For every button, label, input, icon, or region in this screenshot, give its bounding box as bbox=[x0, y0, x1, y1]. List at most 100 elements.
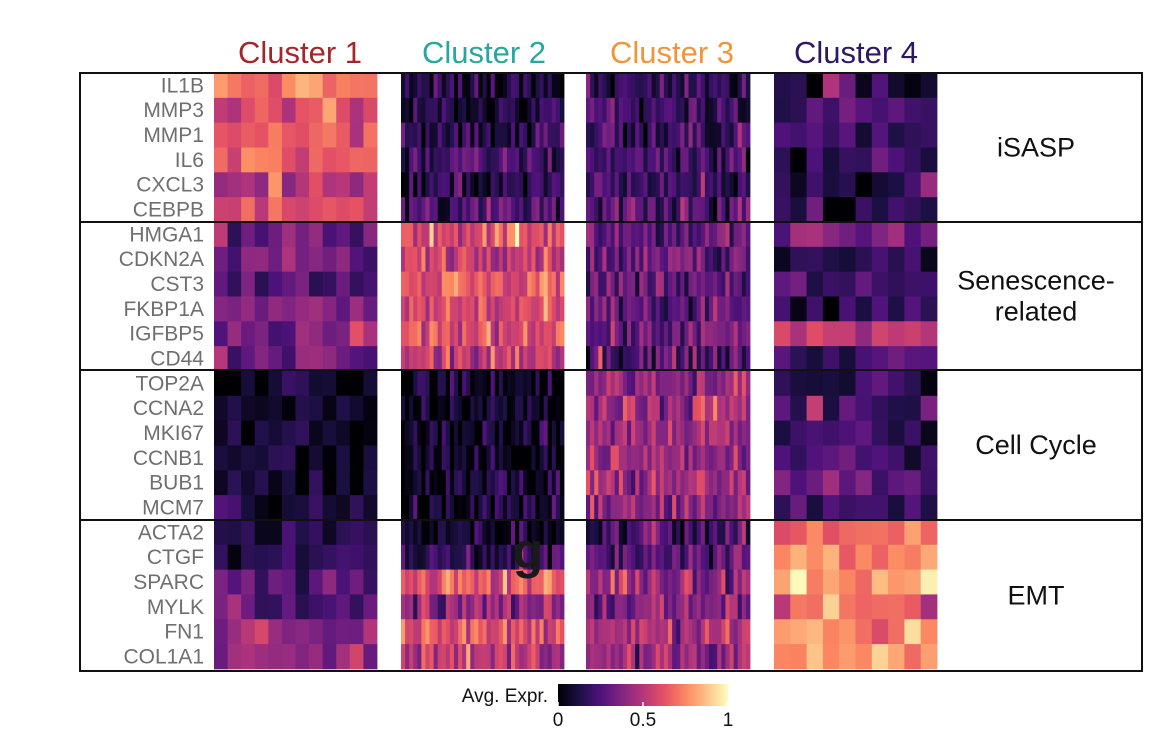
heatmap-cell bbox=[458, 221, 463, 248]
heatmap-cell bbox=[417, 569, 422, 595]
heatmap-cell bbox=[806, 445, 824, 471]
heatmap-cell bbox=[254, 147, 269, 173]
heatmap-cell bbox=[413, 321, 418, 347]
heatmap-cell bbox=[474, 420, 479, 446]
heatmap-cell bbox=[745, 172, 751, 198]
heatmap-cell bbox=[433, 97, 439, 124]
heatmap-cell bbox=[433, 395, 439, 422]
heatmap-cell bbox=[602, 445, 607, 471]
heatmap-cell bbox=[425, 97, 430, 124]
legend-tick-label: 0 bbox=[553, 710, 564, 731]
heatmap-cell bbox=[741, 519, 747, 546]
heatmap-cell bbox=[651, 519, 657, 546]
heatmap-cell bbox=[425, 346, 430, 372]
heatmap-cell bbox=[888, 519, 905, 546]
heatmap-cell bbox=[741, 246, 747, 273]
heatmap-cell bbox=[417, 271, 422, 297]
heatmap-cell bbox=[606, 73, 611, 99]
heatmap-cell bbox=[643, 97, 648, 124]
heatmap-cell bbox=[490, 445, 496, 471]
heatmap-cell bbox=[527, 519, 532, 546]
gene-label: CDKN2A bbox=[119, 248, 204, 271]
heatmap-cell bbox=[618, 122, 624, 148]
heatmap-cell bbox=[696, 172, 702, 198]
heatmap-cell bbox=[458, 346, 463, 372]
heatmap-cell bbox=[462, 271, 467, 297]
heatmap-cell bbox=[688, 296, 693, 322]
heatmap-cell bbox=[227, 519, 242, 546]
heatmap-cell bbox=[433, 73, 439, 99]
heatmap-cell bbox=[295, 197, 310, 223]
heatmap-cell bbox=[470, 495, 475, 521]
heatmap-cell bbox=[855, 619, 873, 645]
heatmap-cell bbox=[745, 420, 751, 446]
heatmap-cell bbox=[790, 470, 807, 496]
heatmap-cell bbox=[659, 569, 665, 595]
heatmap-cell bbox=[490, 370, 496, 397]
heatmap-cell bbox=[839, 495, 856, 521]
heatmap-cell bbox=[635, 271, 640, 297]
heatmap-cell bbox=[254, 73, 269, 99]
heatmap-cell bbox=[696, 197, 702, 223]
heatmap-cell bbox=[506, 73, 512, 99]
heatmap-cell bbox=[401, 221, 406, 248]
heatmap-cell bbox=[413, 644, 418, 670]
heatmap-cell bbox=[713, 519, 718, 546]
heatmap-cell bbox=[855, 445, 873, 471]
heatmap-cell bbox=[725, 594, 730, 620]
heatmap-cell bbox=[614, 271, 620, 297]
heatmap-cell bbox=[482, 569, 487, 595]
heatmap-cell bbox=[555, 495, 561, 521]
heatmap-cell bbox=[539, 420, 545, 446]
heatmap-cell bbox=[704, 420, 710, 446]
heatmap-cell bbox=[672, 569, 677, 595]
heatmap-cell bbox=[635, 420, 640, 446]
heatmap-cell bbox=[639, 644, 644, 670]
heatmap-cell bbox=[405, 122, 410, 148]
heatmap-cell bbox=[401, 495, 406, 521]
heatmap-cell bbox=[647, 644, 652, 670]
heatmap-cell bbox=[490, 172, 496, 198]
gene-label: MYLK bbox=[147, 596, 204, 619]
heatmap-cell bbox=[309, 445, 324, 471]
heatmap-cell bbox=[610, 321, 616, 347]
heatmap-cell bbox=[349, 73, 364, 99]
heatmap-cell bbox=[458, 594, 463, 620]
heatmap-cell bbox=[433, 569, 439, 595]
gene-label: COL1A1 bbox=[123, 646, 204, 669]
heatmap-cell bbox=[672, 644, 677, 670]
heatmap-cell bbox=[855, 197, 873, 223]
heatmap-cell bbox=[855, 122, 873, 148]
heatmap-cell bbox=[806, 321, 824, 347]
heatmap-cell bbox=[904, 495, 922, 521]
heatmap-cell bbox=[462, 296, 467, 322]
heatmap-cell bbox=[449, 420, 455, 446]
heatmap-cell bbox=[474, 97, 479, 124]
heatmap-cell bbox=[594, 221, 599, 248]
heatmap-cell bbox=[684, 197, 689, 223]
heatmap-cell bbox=[920, 519, 938, 546]
heatmap-cell bbox=[478, 569, 483, 595]
heatmap-cell bbox=[254, 246, 269, 273]
gene-label: CCNA2 bbox=[133, 397, 204, 420]
heatmap-cell bbox=[437, 569, 443, 595]
heatmap-cell bbox=[606, 644, 611, 670]
heatmap-cell bbox=[559, 619, 565, 645]
heatmap-cell bbox=[704, 569, 710, 595]
heatmap-cell bbox=[586, 73, 591, 99]
heatmap-cell bbox=[486, 519, 492, 546]
heatmap-cell bbox=[717, 495, 722, 521]
heatmap-cell bbox=[309, 97, 324, 124]
heatmap-cell bbox=[494, 221, 500, 248]
heatmap-cell bbox=[631, 395, 636, 422]
heatmap-cell bbox=[555, 644, 561, 670]
heatmap-cell bbox=[839, 420, 856, 446]
heatmap-cell bbox=[627, 470, 632, 496]
heatmap-cell bbox=[498, 172, 504, 198]
heatmap-cell bbox=[458, 569, 463, 595]
heatmap-cell bbox=[519, 619, 524, 645]
heatmap-cell bbox=[336, 296, 351, 322]
heatmap-cell bbox=[433, 644, 439, 670]
heatmap-cell bbox=[692, 644, 698, 670]
heatmap-cell bbox=[281, 445, 296, 471]
